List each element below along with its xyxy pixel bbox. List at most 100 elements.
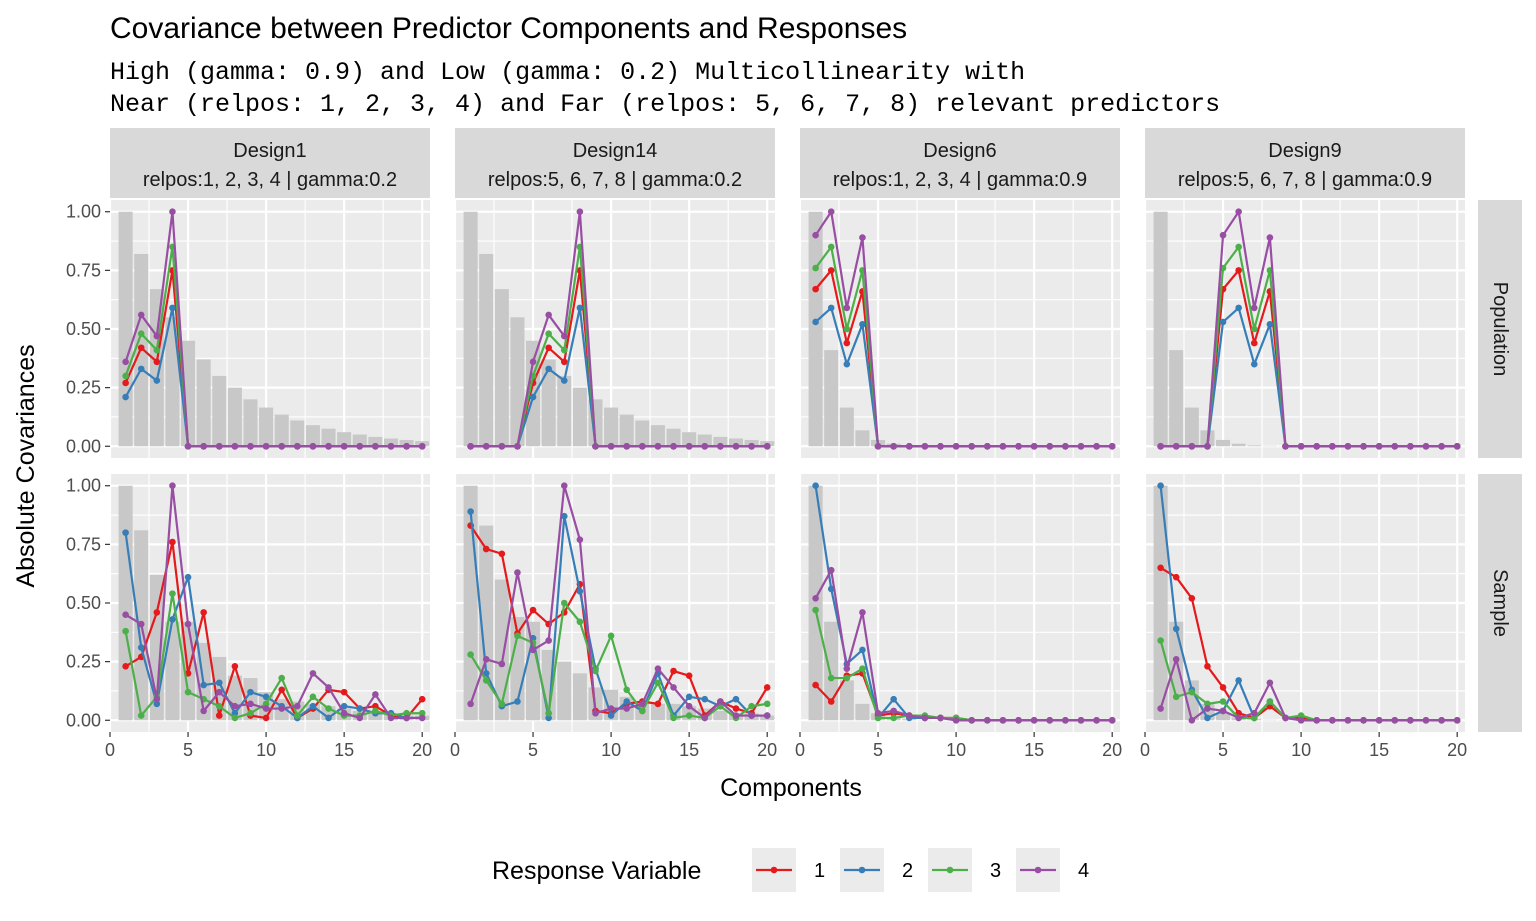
series-4 xyxy=(467,208,771,450)
data-point xyxy=(890,695,897,703)
data-point xyxy=(812,595,819,602)
data-point xyxy=(340,709,348,717)
data-point xyxy=(843,665,851,672)
data-point xyxy=(1453,442,1461,450)
data-point xyxy=(418,714,426,722)
facet-strip-2: Design6 relpos:1, 2, 3, 4 | gamma:0.9 xyxy=(800,128,1120,198)
data-point xyxy=(592,442,599,450)
data-point xyxy=(514,632,521,640)
strip-background xyxy=(1145,128,1465,198)
bar xyxy=(650,703,665,721)
data-point xyxy=(685,712,693,719)
data-point xyxy=(1204,442,1211,450)
data-point xyxy=(1344,716,1352,724)
bar xyxy=(1216,439,1231,447)
data-point xyxy=(827,566,835,574)
strip-label-design: Design14 xyxy=(573,140,658,162)
series-3 xyxy=(467,599,771,722)
series-line xyxy=(469,484,768,720)
data-point xyxy=(859,609,866,616)
strip-label-design: Design6 xyxy=(923,140,996,162)
data-point xyxy=(654,442,662,450)
legend-key-point xyxy=(770,866,778,874)
bar xyxy=(337,432,352,447)
bar xyxy=(383,438,398,447)
data-point xyxy=(169,304,176,312)
data-point xyxy=(1235,208,1242,216)
bar xyxy=(118,211,133,447)
data-point xyxy=(812,264,819,272)
data-point xyxy=(576,536,584,543)
chart-subtitle-line-1: High (gamma: 0.9) and Low (gamma: 0.2) M… xyxy=(110,58,1025,87)
data-point xyxy=(122,358,129,366)
data-point xyxy=(137,330,145,337)
data-point xyxy=(1077,716,1085,724)
data-point xyxy=(1157,482,1164,490)
data-point xyxy=(545,714,552,722)
series-4 xyxy=(812,566,1116,724)
legend-key-point xyxy=(858,866,866,874)
data-point xyxy=(122,627,129,635)
data-point xyxy=(1219,707,1227,715)
legend-label: 4 xyxy=(1078,860,1089,882)
data-point xyxy=(1250,360,1258,368)
data-point xyxy=(1266,698,1274,705)
data-point xyxy=(827,267,835,274)
bar xyxy=(557,375,572,447)
series-4 xyxy=(1157,655,1461,724)
data-point xyxy=(1453,716,1461,724)
data-point xyxy=(812,318,819,326)
data-point xyxy=(701,442,709,450)
panel-design6-population xyxy=(798,200,1120,458)
data-point xyxy=(545,311,552,319)
x-tick-label: 5 xyxy=(1218,740,1228,760)
data-point xyxy=(748,702,755,710)
data-point xyxy=(153,609,161,616)
data-point xyxy=(200,609,207,616)
data-point xyxy=(262,442,270,450)
data-point xyxy=(231,702,239,710)
data-point xyxy=(1250,339,1258,347)
data-point xyxy=(812,285,819,293)
bar xyxy=(557,661,572,721)
bar xyxy=(259,407,274,447)
data-point xyxy=(1046,442,1054,450)
bar xyxy=(1153,211,1168,447)
data-point xyxy=(1422,442,1430,450)
bar xyxy=(619,414,634,447)
data-point xyxy=(874,714,882,722)
data-point xyxy=(1375,442,1383,450)
bar xyxy=(824,350,839,447)
y-tick-label: 0.25 xyxy=(66,652,101,672)
data-point xyxy=(294,442,301,450)
data-point xyxy=(278,705,286,712)
data-point xyxy=(403,709,410,717)
data-point xyxy=(1407,716,1414,724)
data-point xyxy=(1093,716,1100,724)
data-point xyxy=(122,663,129,670)
panel-design6-sample: 0 5 10 15 20 xyxy=(795,474,1122,760)
data-point xyxy=(247,688,254,696)
data-point xyxy=(482,670,490,677)
data-point xyxy=(1313,442,1321,450)
data-point xyxy=(372,707,379,715)
data-point xyxy=(639,442,646,450)
data-point xyxy=(1157,637,1164,644)
legend-key-point xyxy=(1034,866,1042,874)
data-point xyxy=(1360,716,1367,724)
bar xyxy=(368,713,383,721)
bar xyxy=(212,375,227,447)
data-point xyxy=(153,695,161,703)
data-point xyxy=(545,637,552,644)
series-line xyxy=(125,484,423,720)
data-point xyxy=(403,714,410,722)
data-point xyxy=(717,698,724,705)
data-point xyxy=(843,325,851,333)
y-tick-label: 0.00 xyxy=(66,436,101,456)
y-tick-label: 0.25 xyxy=(66,378,101,398)
data-point xyxy=(137,620,145,628)
data-point xyxy=(1204,663,1211,670)
panel-design1-sample: 0.00 0.25 0.50 0.75 1.00 0 5 10 15 20 xyxy=(66,474,432,760)
data-point xyxy=(576,587,584,595)
data-point xyxy=(1157,442,1164,450)
